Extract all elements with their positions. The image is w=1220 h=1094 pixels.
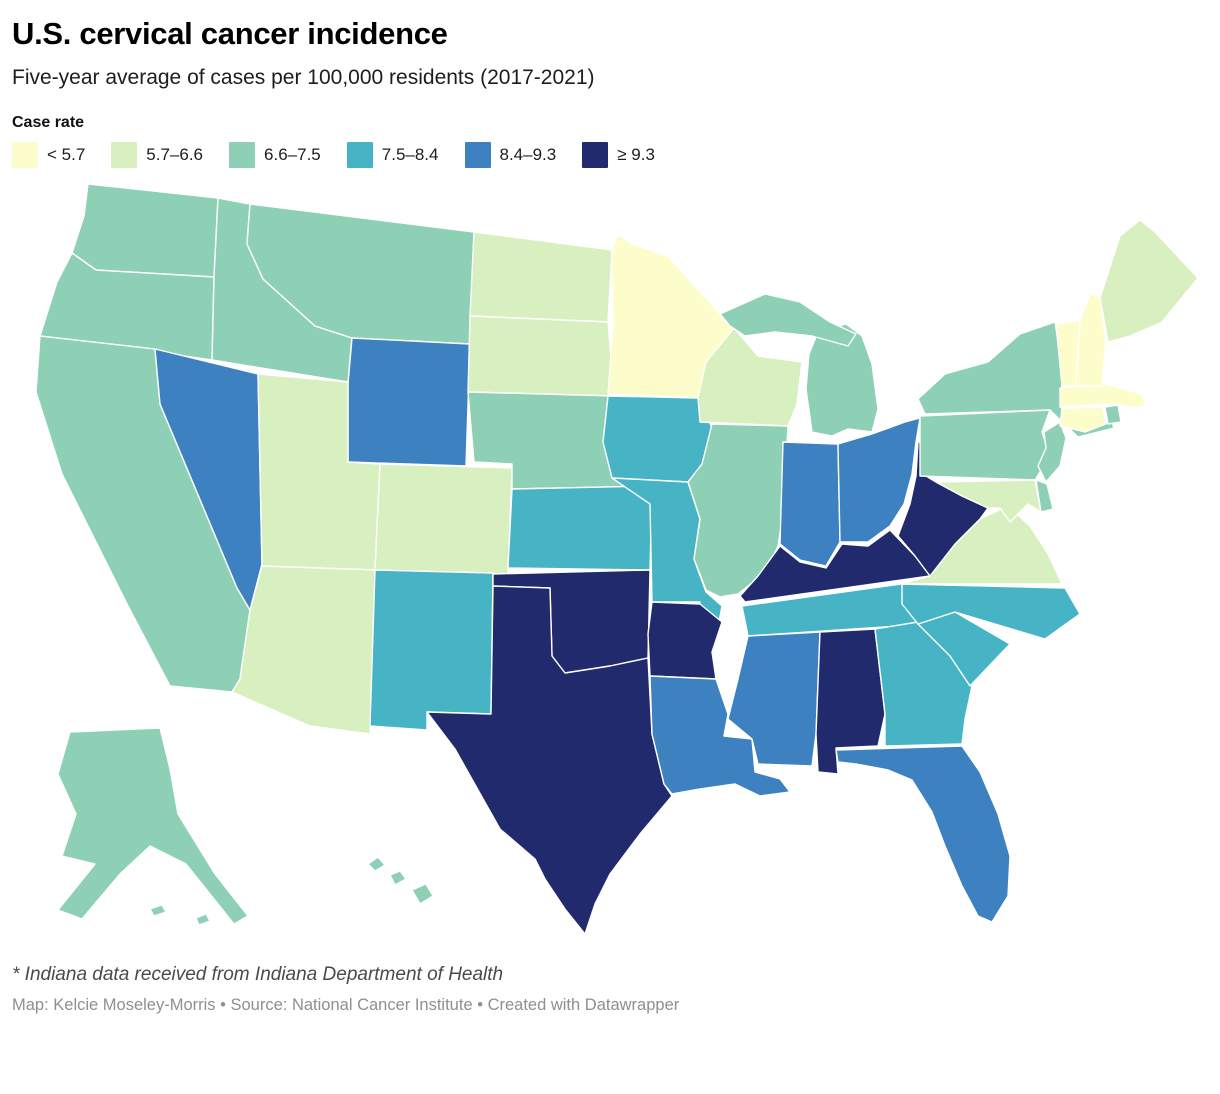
state-MI[interactable]: Michigan bbox=[719, 293, 857, 347]
state-KY[interactable]: Kentucky bbox=[739, 529, 931, 603]
legend-item: < 5.7 bbox=[12, 142, 85, 168]
legend-label: 5.7–6.6 bbox=[146, 145, 204, 164]
state-MI[interactable]: Michigan bbox=[805, 323, 879, 437]
legend-label: 6.6–7.5 bbox=[264, 145, 321, 164]
state-NC[interactable]: North Carolina bbox=[901, 583, 1081, 640]
state-CO[interactable]: Colorado bbox=[374, 463, 513, 575]
legend-label: 8.4–9.3 bbox=[499, 145, 557, 164]
state-AK[interactable]: Alaska bbox=[57, 727, 249, 925]
credits: Map: Kelcie Moseley-Morris • Source: Nat… bbox=[12, 996, 680, 1014]
legend-label: < 5.7 bbox=[47, 145, 86, 164]
state-AK[interactable]: Alaska bbox=[149, 904, 167, 917]
legend-item: ≥ 9.3 bbox=[582, 142, 655, 168]
legend: < 5.7 5.7–6.6 6.6–7.5 7.5–8.4 8.4–9.3 ≥ 9.3 bbox=[12, 142, 1208, 168]
legend-swatch bbox=[12, 142, 38, 168]
state-WY[interactable]: Wyoming bbox=[347, 337, 471, 467]
legend-item: 7.5–8.4 bbox=[346, 142, 439, 168]
state-NM[interactable]: New Mexico bbox=[369, 569, 494, 731]
state-AR[interactable]: Arkansas bbox=[647, 601, 723, 680]
state-DE[interactable]: Delaware bbox=[1035, 479, 1054, 513]
state-AK[interactable]: Alaska bbox=[195, 913, 211, 926]
state-RI[interactable]: Rhode Island bbox=[1104, 404, 1122, 425]
state-HI[interactable]: Hawaii bbox=[389, 870, 407, 886]
legend-item: 8.4–9.3 bbox=[464, 142, 557, 168]
state-OH[interactable]: Ohio bbox=[837, 417, 921, 543]
state-ND[interactable]: North Dakota bbox=[469, 231, 613, 323]
page-title: U.S. cervical cancer incidence bbox=[12, 16, 448, 51]
state-IN[interactable]: Indiana bbox=[779, 441, 841, 567]
state-WI[interactable]: Wisconsin bbox=[697, 327, 803, 427]
legend-swatch bbox=[111, 142, 138, 168]
legend-label: ≥ 9.3 bbox=[617, 145, 655, 164]
legend-swatch bbox=[229, 142, 256, 168]
legend-title: Case rate bbox=[12, 114, 85, 131]
page-subtitle: Five-year average of cases per 100,000 r… bbox=[12, 66, 595, 89]
state-KS[interactable]: Kansas bbox=[507, 485, 653, 571]
state-HI[interactable]: Hawaii bbox=[411, 883, 434, 905]
datawrapper-map-page: U.S. cervical cancer incidence Five-year… bbox=[12, 16, 1208, 1014]
state-PA[interactable]: Pennsylvania bbox=[919, 409, 1051, 481]
state-HI[interactable]: Hawaii bbox=[367, 856, 386, 872]
state-ME[interactable]: Maine bbox=[1099, 219, 1199, 343]
state-NH[interactable]: New Hampshire bbox=[1075, 293, 1107, 387]
legend-swatch bbox=[346, 142, 373, 168]
state-WA[interactable]: Washington bbox=[71, 183, 219, 278]
legend-item: 5.7–6.6 bbox=[111, 142, 203, 168]
legend-swatch bbox=[582, 142, 609, 168]
state-TX[interactable]: Texas bbox=[426, 585, 673, 935]
state-SD[interactable]: South Dakota bbox=[467, 315, 615, 397]
legend-swatch bbox=[464, 142, 491, 168]
us-map: WashingtonOregonCaliforniaNevadaIdahoMon… bbox=[35, 183, 1199, 935]
state-FL[interactable]: Florida bbox=[835, 745, 1011, 923]
legend-label: 7.5–8.4 bbox=[381, 145, 439, 164]
state-MA[interactable]: Massachusetts bbox=[1059, 383, 1147, 409]
legend-item: 6.6–7.5 bbox=[229, 142, 321, 168]
state-LA[interactable]: Louisiana bbox=[649, 675, 791, 797]
footnote: * Indiana data received from Indiana Dep… bbox=[12, 964, 504, 985]
state-CT[interactable]: Connecticut bbox=[1059, 406, 1107, 433]
